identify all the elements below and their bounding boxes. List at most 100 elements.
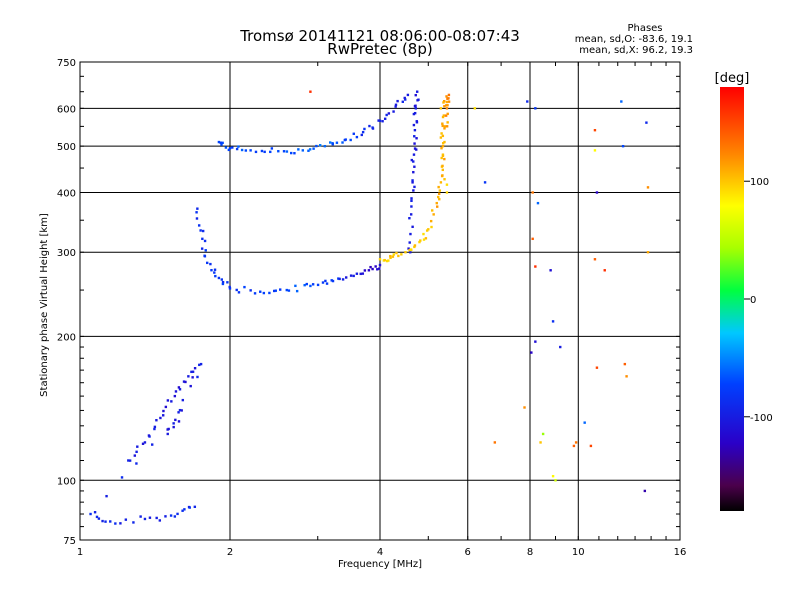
data-point bbox=[534, 265, 537, 268]
data-point bbox=[191, 370, 195, 373]
data-point bbox=[316, 283, 320, 287]
data-point bbox=[412, 123, 416, 127]
data-point bbox=[439, 136, 443, 139]
data-point bbox=[213, 268, 217, 271]
data-point bbox=[324, 279, 327, 283]
data-point bbox=[432, 213, 435, 216]
data-point bbox=[162, 414, 165, 417]
data-point bbox=[419, 239, 422, 242]
data-point bbox=[411, 225, 414, 229]
data-point bbox=[378, 119, 382, 123]
data-point bbox=[442, 101, 445, 104]
data-point bbox=[181, 398, 185, 402]
data-point bbox=[441, 154, 445, 157]
data-point bbox=[203, 239, 207, 243]
data-point bbox=[643, 489, 647, 493]
data-point bbox=[414, 104, 417, 107]
data-point bbox=[409, 248, 413, 251]
data-point bbox=[539, 441, 542, 444]
data-point bbox=[441, 142, 445, 145]
data-point bbox=[368, 124, 371, 128]
data-point bbox=[219, 141, 222, 144]
data-point bbox=[392, 253, 395, 256]
data-point bbox=[446, 112, 449, 116]
data-point bbox=[646, 251, 650, 254]
data-point bbox=[104, 520, 107, 523]
data-point bbox=[290, 151, 293, 155]
data-point bbox=[174, 418, 177, 422]
data-point bbox=[378, 258, 382, 261]
x-tick-label: 8 bbox=[527, 547, 533, 558]
data-point bbox=[442, 114, 446, 117]
data-point bbox=[344, 276, 348, 279]
data-point bbox=[330, 279, 333, 282]
data-point bbox=[249, 149, 252, 152]
data-point bbox=[422, 238, 426, 241]
data-point bbox=[422, 232, 425, 236]
data-point bbox=[201, 237, 204, 241]
data-point bbox=[187, 375, 190, 378]
data-point bbox=[221, 280, 225, 284]
data-point bbox=[413, 128, 417, 132]
data-point bbox=[124, 518, 128, 521]
data-point bbox=[397, 254, 400, 258]
data-point bbox=[441, 115, 445, 119]
data-point bbox=[155, 516, 158, 520]
data-point bbox=[325, 282, 329, 285]
x-axis: 1 2 4 6 8 10 16 bbox=[77, 62, 687, 558]
data-point bbox=[312, 147, 315, 150]
data-point bbox=[407, 247, 410, 250]
data-point bbox=[200, 247, 204, 250]
data-point bbox=[440, 156, 443, 160]
data-point bbox=[441, 168, 444, 172]
data-point bbox=[293, 152, 296, 155]
data-point bbox=[311, 283, 315, 286]
data-point bbox=[411, 181, 414, 184]
data-point bbox=[530, 351, 533, 354]
data-point bbox=[378, 267, 381, 270]
data-point bbox=[400, 253, 403, 256]
data-point bbox=[170, 400, 173, 403]
data-point bbox=[226, 281, 229, 284]
colorbar-ticks: 100 0 -100 bbox=[744, 177, 773, 424]
data-point bbox=[204, 249, 207, 252]
data-point bbox=[148, 516, 152, 519]
x-tick-label: 16 bbox=[674, 547, 687, 558]
x-tick-label: 10 bbox=[572, 547, 585, 558]
data-point bbox=[391, 255, 395, 258]
data-point bbox=[295, 289, 299, 293]
data-point bbox=[220, 143, 223, 146]
data-point bbox=[431, 209, 434, 212]
data-point bbox=[180, 409, 183, 412]
data-point bbox=[143, 441, 147, 444]
data-point bbox=[443, 125, 447, 128]
data-point bbox=[387, 112, 391, 115]
data-point bbox=[417, 98, 420, 101]
data-point bbox=[445, 100, 449, 104]
data-point bbox=[176, 512, 179, 516]
chart-subtitle: RwPretec (8p) bbox=[327, 40, 432, 58]
data-point bbox=[415, 90, 419, 93]
data-point bbox=[303, 283, 306, 287]
data-point bbox=[363, 269, 367, 272]
data-point bbox=[89, 512, 92, 516]
data-point bbox=[309, 284, 312, 288]
data-point bbox=[443, 178, 446, 181]
data-point bbox=[541, 432, 545, 436]
data-point bbox=[166, 428, 169, 431]
data-point bbox=[441, 124, 444, 128]
phase-box-line-x: mean, sd,X: 96.2, 19.3 bbox=[579, 45, 693, 56]
data-point bbox=[418, 240, 421, 244]
y-axis-label: Stationary phase Virtual Height [km] bbox=[39, 213, 50, 397]
data-point bbox=[237, 291, 241, 294]
data-point bbox=[410, 199, 413, 203]
data-point bbox=[178, 388, 182, 391]
data-point bbox=[414, 107, 418, 110]
data-point bbox=[344, 138, 347, 141]
data-point bbox=[412, 112, 416, 116]
data-point bbox=[285, 288, 288, 292]
data-point bbox=[369, 265, 372, 269]
data-point bbox=[277, 150, 280, 153]
data-point bbox=[483, 181, 487, 184]
